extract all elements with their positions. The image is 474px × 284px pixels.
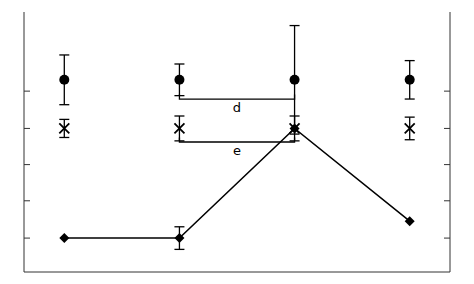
y-tick-right: [444, 200, 450, 201]
error-cap: [405, 116, 415, 117]
axes: [24, 12, 450, 272]
error-cap: [59, 119, 69, 120]
error-bar: [174, 116, 184, 141]
x-axis: [24, 272, 450, 273]
error-cap: [405, 139, 415, 140]
y-tick-right: [444, 91, 450, 92]
error-cap: [59, 137, 69, 138]
error-cap: [59, 54, 69, 55]
series-line: [64, 128, 409, 238]
series: [59, 123, 414, 249]
error-bar: [59, 119, 69, 137]
annotation-label: d: [233, 100, 241, 115]
point-x: [405, 123, 415, 133]
point-diamond: [59, 233, 69, 243]
y-tick: [24, 164, 30, 165]
point-diamond: [405, 216, 415, 226]
bracket: [179, 137, 294, 142]
point-x: [174, 123, 184, 133]
y-tick-right: [444, 238, 450, 239]
error-cap: [174, 63, 184, 64]
error-bar: [174, 227, 184, 250]
point-circle: [59, 75, 69, 85]
error-cap: [59, 104, 69, 105]
bracket: [179, 95, 294, 100]
error-cap: [290, 25, 300, 26]
error-cap: [174, 226, 184, 227]
point-circle: [290, 75, 300, 85]
series: [59, 116, 414, 141]
y-tick-right: [444, 128, 450, 129]
error-bar: [405, 117, 415, 140]
y-tick-right: [444, 164, 450, 165]
y-tick: [24, 200, 30, 201]
y-axis-right: [450, 12, 451, 272]
point-diamond: [174, 233, 184, 243]
error-cap: [174, 249, 184, 250]
point-circle: [174, 75, 184, 85]
y-tick: [24, 91, 30, 92]
series: [59, 26, 414, 135]
y-tick: [24, 128, 30, 129]
point-circle: [405, 75, 415, 85]
chart: de: [0, 0, 474, 284]
point-diamond: [290, 123, 300, 133]
point-x: [59, 123, 69, 133]
annotations: de: [233, 100, 241, 158]
error-bar: [59, 55, 69, 105]
error-bar: [290, 116, 300, 141]
y-tick: [24, 238, 30, 239]
error-cap: [405, 98, 415, 99]
error-cap: [405, 60, 415, 61]
error-bar: [174, 64, 184, 96]
y-axis-left: [24, 12, 25, 272]
error-cap: [290, 115, 300, 116]
plot-area: [59, 26, 414, 250]
annotation-label: e: [233, 143, 241, 158]
error-cap: [174, 115, 184, 116]
error-bar: [405, 61, 415, 99]
